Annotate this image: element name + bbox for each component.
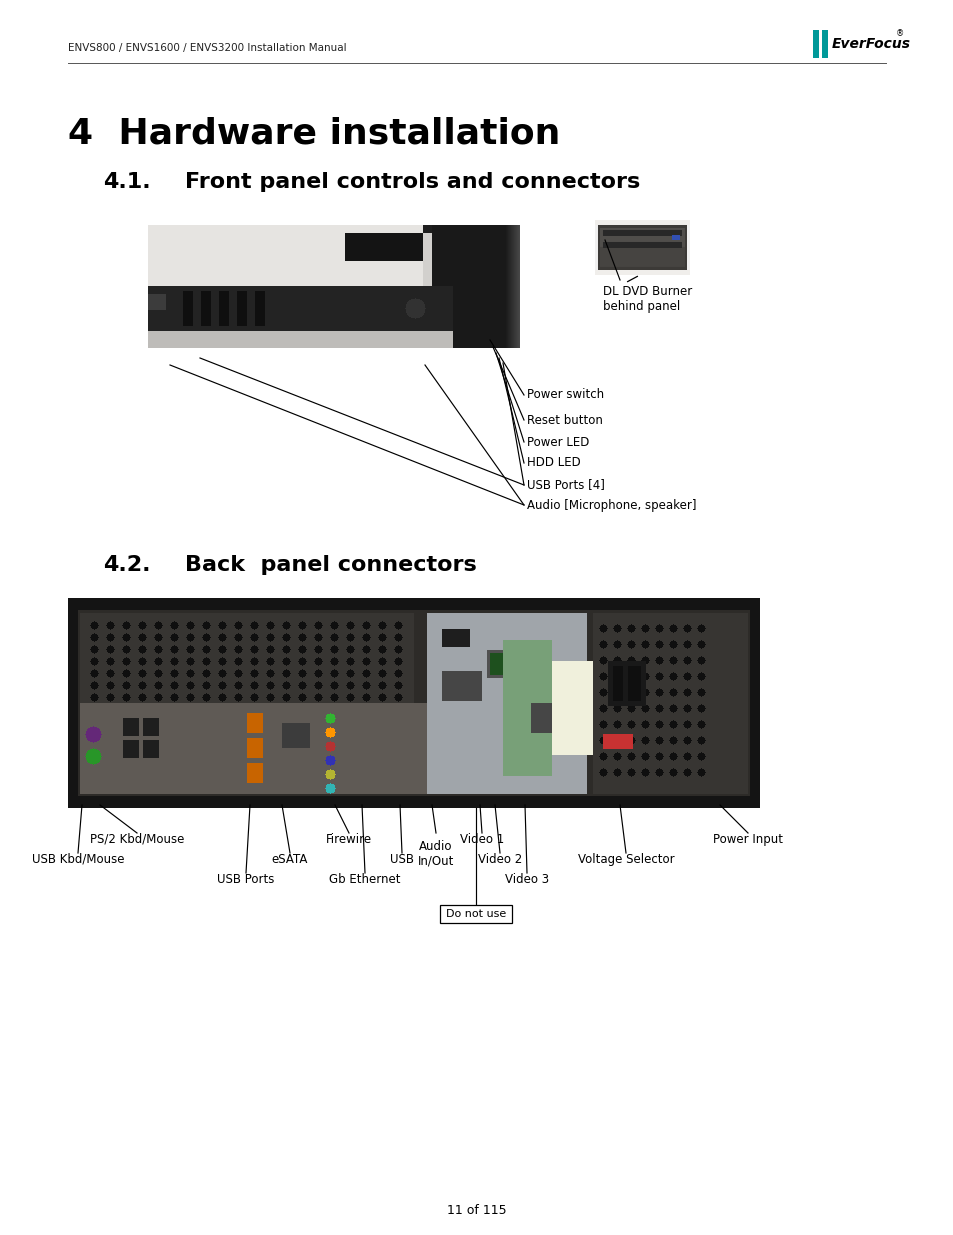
Text: USB Ports [4]: USB Ports [4] bbox=[526, 478, 604, 492]
Bar bbox=[439, 905, 512, 923]
Text: Firewire: Firewire bbox=[326, 832, 372, 846]
Text: Power LED: Power LED bbox=[526, 436, 589, 448]
Text: EverFocus: EverFocus bbox=[831, 37, 910, 51]
Text: Power Input: Power Input bbox=[712, 832, 782, 846]
Text: Video 1: Video 1 bbox=[459, 832, 503, 846]
Text: Audio [Microphone, speaker]: Audio [Microphone, speaker] bbox=[526, 499, 696, 511]
Text: Video 3: Video 3 bbox=[504, 873, 549, 885]
Text: Audio
In/Out: Audio In/Out bbox=[417, 840, 454, 868]
Text: DL DVD Burner: DL DVD Burner bbox=[602, 285, 692, 298]
Text: USB Ports: USB Ports bbox=[217, 873, 274, 885]
Text: 11 of 115: 11 of 115 bbox=[447, 1203, 506, 1216]
Text: 4.2.: 4.2. bbox=[103, 555, 151, 576]
Text: Back  panel connectors: Back panel connectors bbox=[185, 555, 476, 576]
Text: Voltage Selector: Voltage Selector bbox=[578, 853, 674, 866]
Text: ENVS800 / ENVS1600 / ENVS3200 Installation Manual: ENVS800 / ENVS1600 / ENVS3200 Installati… bbox=[68, 43, 346, 53]
Text: eSATA: eSATA bbox=[272, 853, 308, 866]
Text: Gb Ethernet: Gb Ethernet bbox=[329, 873, 400, 885]
Bar bbox=[821, 30, 827, 58]
Text: Reset button: Reset button bbox=[526, 414, 602, 426]
Bar bbox=[812, 30, 818, 58]
Text: ®: ® bbox=[895, 28, 903, 38]
Text: 4  Hardware installation: 4 Hardware installation bbox=[68, 116, 559, 149]
Text: 4.1.: 4.1. bbox=[103, 172, 151, 191]
Text: Front panel controls and connectors: Front panel controls and connectors bbox=[185, 172, 639, 191]
Text: USB Kbd/Mouse: USB Kbd/Mouse bbox=[31, 853, 124, 866]
Text: Do not use: Do not use bbox=[445, 909, 506, 919]
Text: behind panel: behind panel bbox=[602, 300, 679, 312]
Text: PS/2 Kbd/Mouse: PS/2 Kbd/Mouse bbox=[90, 832, 184, 846]
Text: Power switch: Power switch bbox=[526, 389, 603, 401]
Text: Video 2: Video 2 bbox=[477, 853, 521, 866]
Text: HDD LED: HDD LED bbox=[526, 457, 580, 469]
Text: USB: USB bbox=[390, 853, 414, 866]
